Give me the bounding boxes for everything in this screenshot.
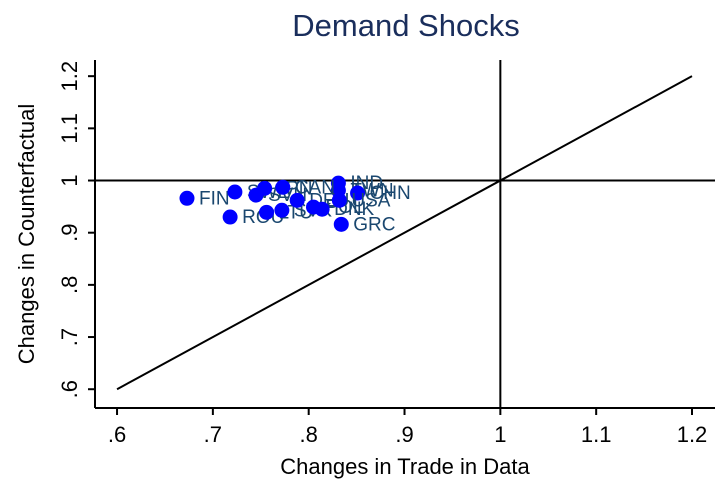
diagonal-line bbox=[116, 75, 693, 391]
y-tick-label: 1.1 bbox=[57, 113, 82, 144]
point bbox=[289, 192, 305, 208]
point bbox=[350, 185, 366, 201]
point bbox=[179, 190, 195, 206]
point-label: CAN bbox=[295, 177, 335, 198]
x-tick-label: .6 bbox=[108, 422, 126, 447]
point bbox=[259, 204, 275, 220]
point bbox=[314, 201, 330, 217]
y-tick-label: .9 bbox=[57, 224, 82, 242]
x-tick-label: .9 bbox=[395, 422, 413, 447]
point-label: USA bbox=[351, 190, 390, 211]
y-tick-label: 1.2 bbox=[57, 61, 82, 92]
point-label: FIN bbox=[199, 188, 230, 209]
x-tick-label: 1.1 bbox=[581, 422, 612, 447]
point bbox=[333, 216, 349, 232]
point bbox=[257, 180, 273, 196]
x-tick-label: .7 bbox=[204, 422, 222, 447]
point bbox=[227, 184, 243, 200]
chart-title: Demand Shocks bbox=[292, 8, 519, 43]
x-tick-label: 1.2 bbox=[677, 422, 708, 447]
y-tick-label: .8 bbox=[57, 276, 82, 294]
y-tick-label: 1 bbox=[57, 174, 82, 186]
y-tick-label: .6 bbox=[57, 380, 82, 398]
point-label: CHN bbox=[370, 183, 411, 204]
point bbox=[331, 192, 347, 208]
point bbox=[222, 209, 238, 225]
point-label: GRC bbox=[353, 214, 395, 235]
x-tick-label: .8 bbox=[300, 422, 318, 447]
point bbox=[275, 179, 291, 195]
point bbox=[274, 202, 290, 218]
y-tick-label: .7 bbox=[57, 328, 82, 346]
y-axis-title: Changes in Counterfactual bbox=[14, 104, 39, 365]
x-axis-title: Changes in Trade in Data bbox=[280, 454, 530, 479]
x-tick-label: 1 bbox=[494, 422, 506, 447]
